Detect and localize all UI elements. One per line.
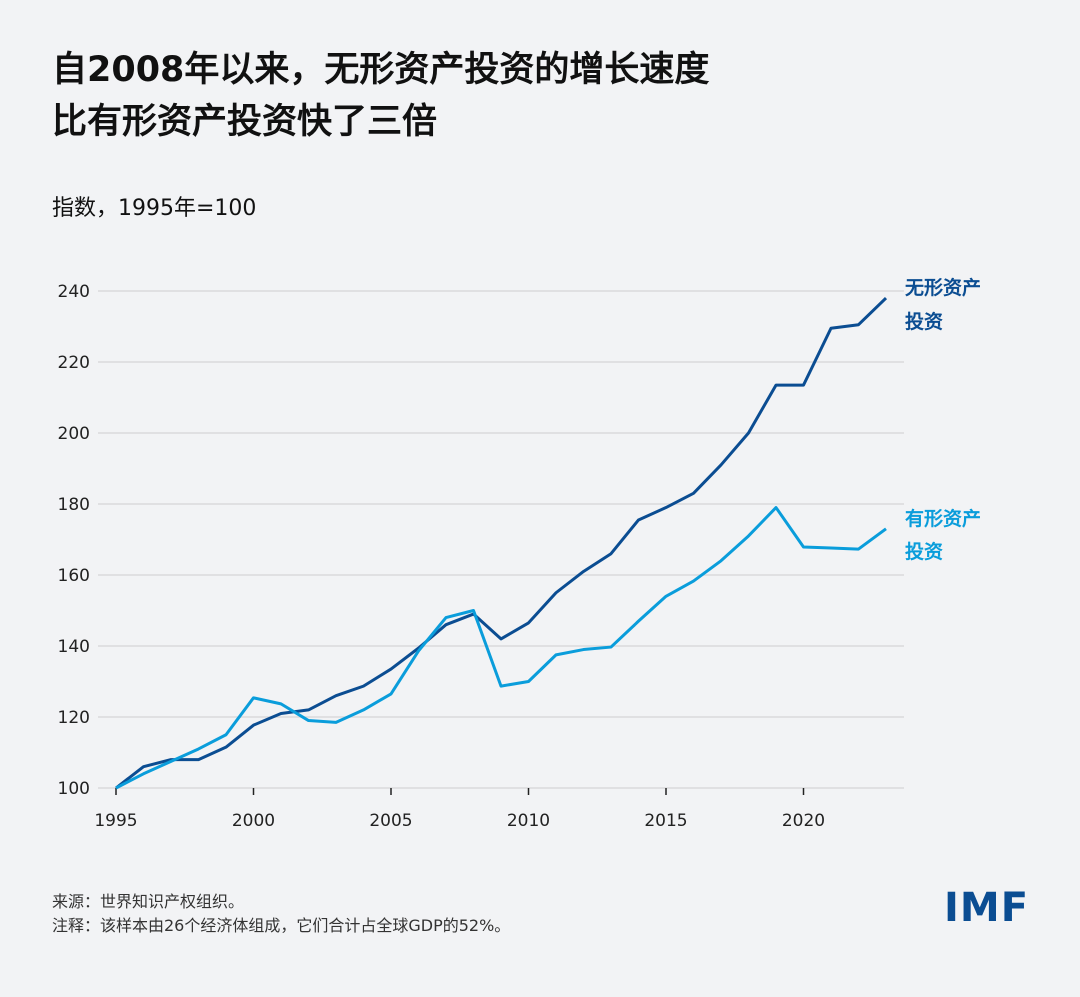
x-tick-label: 2015 xyxy=(644,811,687,831)
sample-note: 注释：该样本由26个经济体组成，它们合计占全球GDP的52%。 xyxy=(52,916,511,935)
chart-title: 自2008年以来，无形资产投资的增长速度 比有形资产投资快了三倍 xyxy=(52,44,709,148)
series-label: 有形资产 xyxy=(905,507,981,530)
footer: 来源：世界知识产权组织。 注释：该样本由26个经济体组成，它们合计占全球GDP的… xyxy=(52,890,510,938)
y-tick-label: 180 xyxy=(58,495,90,515)
series-label: 投资 xyxy=(905,540,943,563)
x-tick-label: 1995 xyxy=(94,811,137,831)
source-note: 来源：世界知识产权组织。 xyxy=(52,892,245,911)
imf-logo: IMF xyxy=(944,885,1030,931)
x-tick-label: 2000 xyxy=(232,811,275,831)
y-tick-label: 160 xyxy=(58,566,90,586)
y-tick-label: 120 xyxy=(58,708,90,728)
y-tick-label: 100 xyxy=(58,779,90,799)
series-label: 投资 xyxy=(905,310,943,333)
x-tick-label: 2010 xyxy=(507,811,550,831)
y-tick-label: 240 xyxy=(58,282,90,302)
y-tick-label: 140 xyxy=(58,637,90,657)
y-tick-label: 200 xyxy=(58,424,90,444)
x-tick-label: 2020 xyxy=(782,811,825,831)
series-label: 无形资产 xyxy=(905,276,981,299)
series-line-tangible xyxy=(115,506,887,790)
y-axis-label: 指数，1995年=100 xyxy=(52,196,257,221)
title-line-2: 比有形资产投资快了三倍 xyxy=(52,102,438,142)
y-tick-label: 220 xyxy=(58,353,90,373)
x-tick-label: 2005 xyxy=(369,811,412,831)
series-line-intangible xyxy=(115,297,888,790)
title-line-1: 自2008年以来，无形资产投资的增长速度 xyxy=(52,50,710,90)
